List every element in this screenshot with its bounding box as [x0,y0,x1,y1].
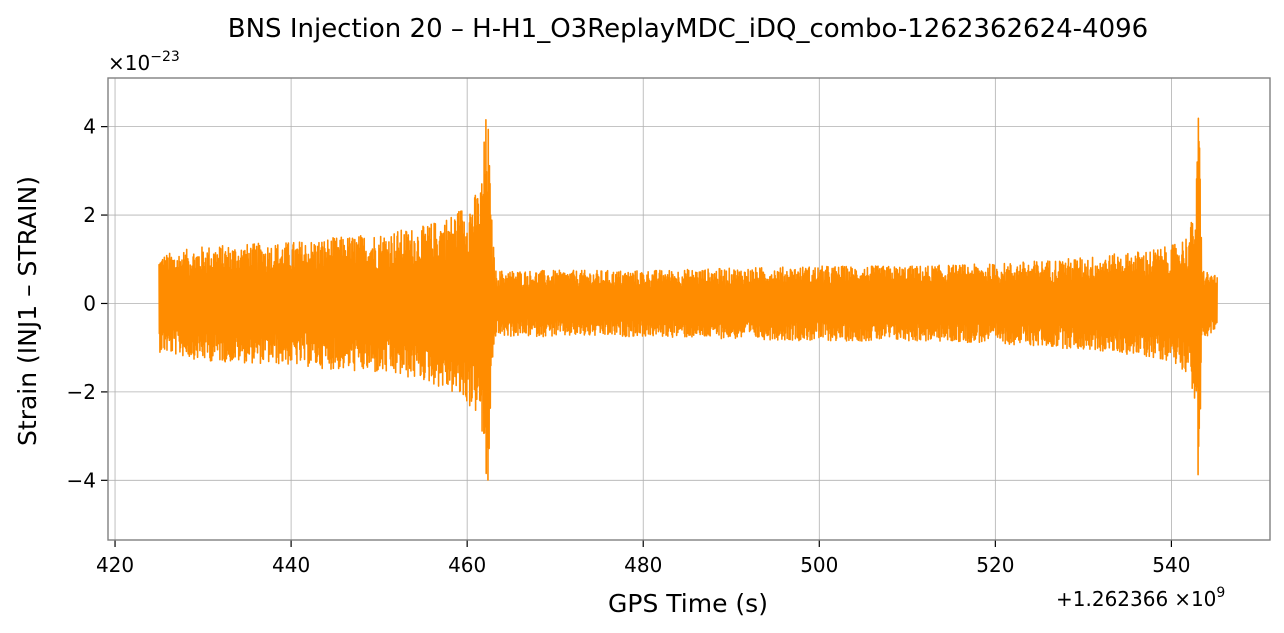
x-offset-label: +1.262366 ×109 [1056,585,1225,611]
y-tick-label: −4 [67,468,96,492]
x-axis-label: GPS Time (s) [608,589,768,618]
strain-series-line [158,117,1218,481]
y-scale-label: ×10−23 [108,49,180,75]
y-tick-label: 0 [83,291,96,315]
x-tick-labels: 420 440 460 480 500 520 540 [96,553,1191,577]
y-tick-label: 2 [83,203,96,227]
y-tick-label: 4 [83,115,96,139]
x-tick-label: 540 [1152,553,1190,577]
plot-frame [107,77,1271,541]
axis-ticks [101,126,1173,547]
x-tick-label: 500 [800,553,838,577]
x-tick-label: 440 [272,553,310,577]
x-tick-label: 480 [624,553,662,577]
y-tick-labels: −4 −2 0 2 4 [67,115,96,493]
plot-area [158,117,1218,481]
x-tick-label: 420 [96,553,134,577]
y-axis-label: Strain (INJ1 – STRAIN) [13,176,42,446]
chart-title: BNS Injection 20 – H-H1_O3ReplayMDC_iDQ_… [228,14,1148,44]
y-tick-label: −2 [67,380,96,404]
x-tick-label: 460 [448,553,486,577]
x-tick-label: 520 [976,553,1014,577]
